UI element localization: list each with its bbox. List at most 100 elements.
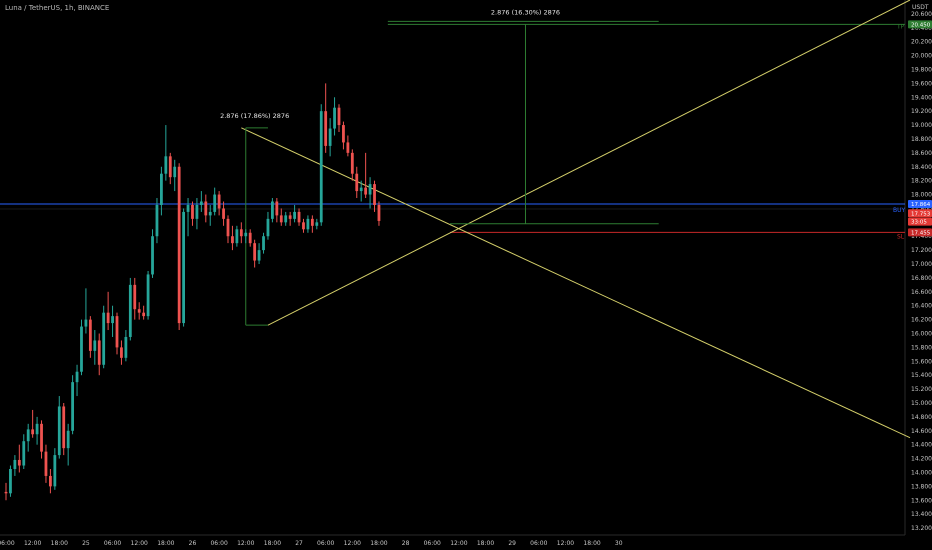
candle-body [160,173,163,205]
countdown-tag-text: 33:05 [911,220,927,226]
candle-body [4,491,8,494]
x-tick-label: 28 [402,540,410,547]
x-tick-label: 12:00 [344,540,361,547]
candle-body [102,312,106,365]
x-tick-label: 12:00 [237,540,254,547]
candle-body [146,274,150,317]
candle-body [213,194,217,212]
candle-body [115,316,119,348]
candle-body [128,284,132,337]
y-tick-label: 15.600 [911,358,932,365]
candle-body [342,125,345,143]
candle-body [324,111,328,146]
candle-body [124,336,128,358]
y-tick-label: 17.000 [911,261,932,268]
candle-body [35,423,39,435]
candle-body [44,451,48,476]
candle-body [266,218,270,237]
candle-body [106,312,110,324]
candle-body [315,222,319,226]
candle-body [80,326,83,372]
y-tick-label: 18.600 [911,150,932,157]
candle-body [208,211,212,216]
x-tick-label: 30 [615,540,623,547]
currency-label: USDT [912,4,929,11]
candle-body [271,201,274,219]
tp-tag-text: 20.450 [911,22,931,28]
chart-title: Luna / TetherUS, 1h, BINANCE [5,4,110,12]
y-tick-label: 14.600 [911,428,932,435]
y-tick-label: 13.600 [911,497,932,504]
y-tick-label: 17.800 [911,205,932,212]
candle-body [204,201,208,216]
y-tick-label: 20.200 [911,39,932,46]
y-tick-label: 14.000 [911,469,932,476]
candle-body [177,166,181,324]
x-tick-label: 29 [508,540,516,547]
y-tick-label: 15.800 [911,344,932,351]
candle-body [355,173,359,192]
candle-body [350,152,354,174]
x-tick-label: 27 [295,540,303,547]
x-tick-label: 06:00 [317,540,334,547]
candle-body [328,128,332,146]
candle-body [168,156,172,178]
candle-body [377,204,381,221]
candle-body [93,340,97,351]
x-tick-label: 18:00 [157,540,174,547]
candle-body [53,455,57,487]
candle-body [151,236,154,275]
y-tick-label: 13.800 [911,483,932,490]
candle-body [186,204,190,212]
y-tick-label: 18.000 [911,192,932,199]
y-tick-label: 15.200 [911,386,932,393]
buy-label: BUY [893,207,906,214]
candle-body [306,218,310,230]
y-tick-label: 18.800 [911,136,932,143]
sl-label: SL [897,233,905,240]
candle-body [22,441,26,466]
candle-body [239,229,243,237]
measure-1-label: 2.876 (17.86%) 2876 [220,112,289,120]
price-axis[interactable]: 13.200 13.400 13.600 13.800 14.000 14.200 14.4… [911,11,932,532]
measure-2-label: 2.876 (16.30%) 2876 [491,8,560,16]
candle-body [31,429,35,435]
y-tick-label: 18.200 [911,178,932,185]
candle-body [253,243,257,261]
candle-body [297,211,301,223]
x-tick-label: 12:00 [131,540,148,547]
candle-body [346,142,350,153]
x-tick-label: 12:00 [450,540,467,547]
candle-body [137,309,141,313]
time-axis[interactable]: 06:00 12:00 18:00 25 06:00 12:00 18:00 26 06:00 1… [0,540,623,547]
candle-body [120,347,123,358]
candle-body [231,236,234,244]
candle-body [288,215,292,219]
countdown-tag-box [908,217,932,226]
candles [4,83,381,501]
candle-body [97,340,101,365]
buy-tag-box [908,199,932,208]
candle-body [222,208,225,219]
drawings: 2.876 (17.86%) 2876 2.876 (16.30%) 2876 TP… [0,0,911,439]
candle-body [373,184,376,205]
candle-body [359,187,363,192]
x-tick-label: 18:00 [51,540,68,547]
candle-body [164,156,168,174]
candle-body [333,107,336,129]
y-tick-label: 17.200 [911,247,932,254]
y-tick-label: 19.400 [911,94,932,101]
candle-body [195,204,199,219]
candle-body [62,406,66,449]
x-tick-label: 12:00 [24,540,41,547]
candle-body [66,430,70,449]
candle-body [275,201,279,216]
y-tick-label: 16.000 [911,331,932,338]
y-tick-label: 13.200 [911,525,932,532]
tp-label: TP [896,23,905,30]
sl-tag-text: 17.455 [911,230,931,236]
y-tick-label: 15.400 [911,372,932,379]
candle-body [111,316,114,324]
candle-body [17,459,21,466]
